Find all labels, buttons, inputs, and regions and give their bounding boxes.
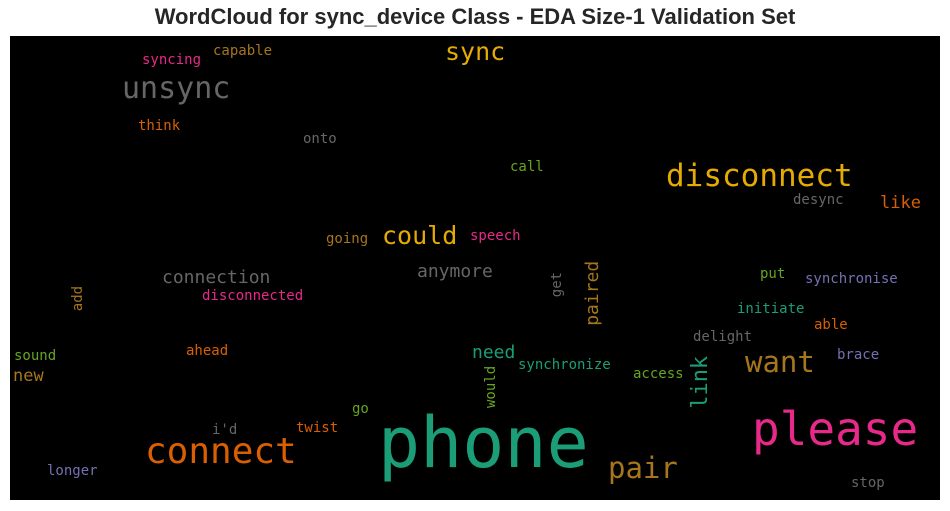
word-unsync: unsync (122, 71, 231, 106)
word-twist: twist (296, 420, 339, 436)
word-ahead: ahead (186, 343, 229, 359)
word-i-d: i'd (212, 422, 238, 438)
word-like: like (880, 193, 921, 213)
word-synchronise: synchronise (805, 271, 898, 287)
word-need: need (472, 342, 516, 363)
word-would: would (483, 365, 499, 408)
word-speech: speech (470, 228, 521, 244)
word-go: go (352, 401, 369, 417)
word-anymore: anymore (417, 261, 493, 282)
word-add: add (70, 285, 86, 312)
word-please: please (752, 402, 919, 456)
word-disconnected: disconnected (202, 288, 304, 304)
word-initiate: initiate (737, 301, 805, 317)
word-delight: delight (693, 329, 753, 345)
word-syncing: syncing (142, 52, 202, 68)
word-sync: sync (445, 37, 506, 66)
word-think: think (138, 118, 181, 134)
word-connect: connect (145, 431, 297, 472)
word-brace: brace (837, 347, 880, 363)
word-want: want (745, 345, 815, 379)
chart-title: WordCloud for sync_device Class - EDA Si… (154, 4, 796, 29)
word-longer: longer (47, 463, 98, 479)
word-connection: connection (162, 267, 271, 288)
word-put: put (760, 266, 786, 282)
word-synchronize: synchronize (518, 357, 611, 373)
word-could: could (382, 221, 458, 250)
word-sound: sound (14, 348, 57, 364)
word-disconnect: disconnect (666, 158, 853, 194)
word-desync: desync (793, 192, 844, 208)
wordcloud-canvas: phone please connect disconnect want pair unsy… (10, 36, 940, 500)
word-access: access (633, 366, 684, 382)
word-pair: pair (608, 451, 678, 485)
word-get: get (549, 271, 565, 298)
word-link: link (688, 355, 713, 409)
word-call: call (510, 159, 544, 175)
word-going: going (326, 231, 369, 247)
word-phone: phone (378, 402, 589, 484)
word-capable: capable (213, 43, 273, 59)
word-stop: stop (851, 475, 885, 491)
word-new: new (13, 366, 44, 386)
word-able: able (814, 317, 848, 333)
word-onto: onto (303, 131, 337, 147)
word-paired: paired (582, 260, 603, 326)
